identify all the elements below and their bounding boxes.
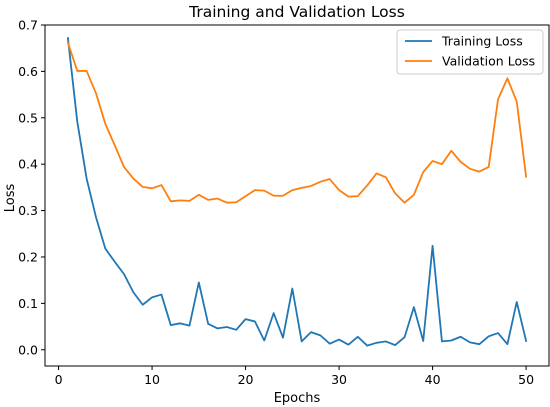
y-tick-label: 0.5 xyxy=(18,110,38,125)
x-tick-label: 40 xyxy=(425,372,441,387)
x-tick-label: 20 xyxy=(238,372,254,387)
plot-lines xyxy=(66,36,528,347)
y-axis-label: Loss xyxy=(3,184,18,213)
y-tick-label: 0.1 xyxy=(18,296,38,311)
y-axis-ticks: 0.0 0.1 0.2 0.3 0.4 0.5 0.6 0.7 xyxy=(18,18,45,357)
series-line-training-loss xyxy=(66,36,528,347)
plot-frame xyxy=(44,24,550,367)
y-tick-label: 0.4 xyxy=(18,157,38,172)
y-tick-label: 0.2 xyxy=(18,249,38,264)
legend: Training Loss Validation Loss xyxy=(396,29,544,75)
legend-label: Validation Loss xyxy=(442,54,535,69)
series-line-validation-loss xyxy=(66,41,528,204)
chart-title: Training and Validation Loss xyxy=(188,3,405,21)
y-tick-label: 0.6 xyxy=(18,64,38,79)
x-axis-ticks: 0 10 20 30 40 50 xyxy=(55,366,534,387)
legend-box xyxy=(396,29,544,75)
x-tick-label: 50 xyxy=(518,372,534,387)
x-tick-label: 10 xyxy=(144,372,160,387)
y-tick-label: 0.0 xyxy=(18,342,38,357)
legend-label: Training Loss xyxy=(441,34,523,49)
x-axis-label: Epochs xyxy=(274,391,321,406)
x-tick-label: 0 xyxy=(55,372,63,387)
x-tick-label: 30 xyxy=(331,372,347,387)
y-tick-label: 0.3 xyxy=(18,203,38,218)
y-tick-label: 0.7 xyxy=(18,18,38,33)
